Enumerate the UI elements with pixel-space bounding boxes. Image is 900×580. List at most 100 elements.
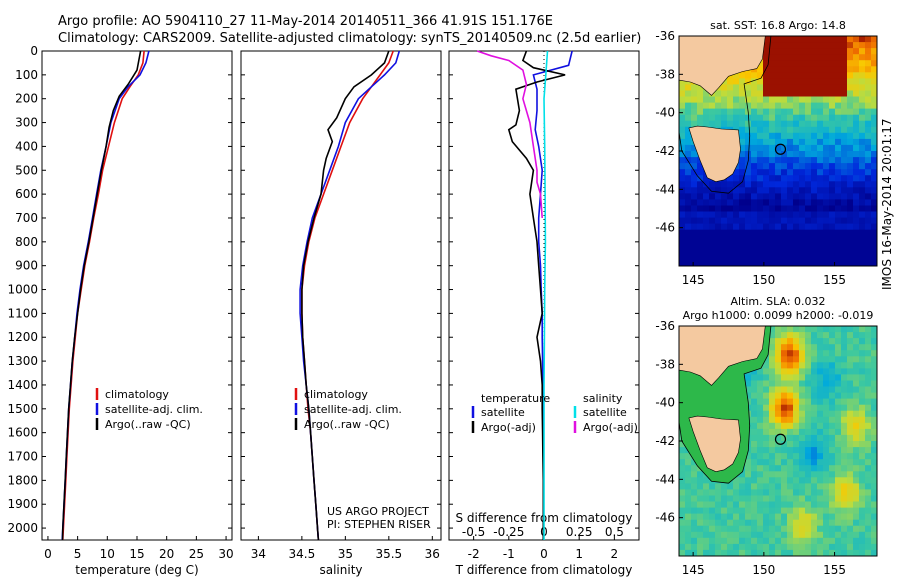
- sla-map-cell: [859, 447, 866, 454]
- sst-map-title: sat. SST: 16.8 Argo: 14.8: [710, 19, 846, 32]
- sla-map-cell: [835, 338, 842, 345]
- sla-map-cell: [865, 513, 872, 521]
- sst-map-cell: [745, 229, 752, 237]
- sst-map-cell: [805, 193, 812, 200]
- sst-map-cell: [763, 175, 770, 182]
- sla-map-cell: [817, 519, 824, 527]
- sla-map-cell: [871, 549, 878, 557]
- sla-map-cell: [757, 386, 764, 394]
- sst-map-cell: [685, 157, 692, 164]
- sla-map-cell: [811, 453, 818, 460]
- legend-label: Argo(-adj): [481, 421, 536, 434]
- sst-map-cell: [871, 151, 878, 158]
- sst-map-cell: [745, 253, 752, 261]
- sla-map-cell: [859, 513, 866, 521]
- sst-map-cell: [727, 193, 734, 200]
- sla-map-cell: [835, 368, 842, 375]
- sst-map-cell: [871, 120, 878, 128]
- sst-map-cell: [775, 66, 782, 73]
- sst-map-cell: [679, 90, 686, 98]
- sla-map-cell: [781, 489, 788, 496]
- sla-map-cell: [709, 495, 716, 503]
- sst-map-cell: [679, 151, 686, 158]
- sla-map-cell: [835, 416, 842, 424]
- sla-map-cell: [703, 519, 710, 527]
- sla-map-cell: [703, 477, 710, 484]
- sla-map-cell: [865, 392, 872, 400]
- sla-map-cell: [739, 531, 746, 539]
- sst-map-cell: [733, 259, 740, 267]
- sst-map-cell: [811, 84, 818, 91]
- sst-map-cell: [841, 96, 848, 104]
- map-xtick-label: 155: [823, 273, 846, 287]
- sst-map-cell: [823, 187, 830, 194]
- sst-map-cell: [739, 120, 746, 128]
- sst-map-cell: [829, 211, 836, 219]
- sst-map-cell: [691, 90, 698, 98]
- sla-map-cell: [871, 507, 878, 515]
- sst-map-cell: [745, 90, 752, 98]
- sla-map-cell: [763, 501, 770, 509]
- sst-map-cell: [775, 169, 782, 176]
- sla-map-cell: [775, 471, 782, 478]
- sla-map-cell: [751, 380, 758, 388]
- sst-map-cell: [739, 253, 746, 261]
- sst-map-cell: [793, 144, 800, 152]
- sla-map-cell: [847, 422, 854, 430]
- sla-map-cell: [853, 398, 860, 406]
- sla-map-cell: [697, 501, 704, 509]
- sst-map-cell: [871, 138, 878, 146]
- sla-map-cell: [793, 338, 800, 345]
- sla-map-cell: [823, 362, 830, 369]
- sst-map-cell: [823, 253, 830, 261]
- sst-map-cell: [793, 72, 800, 79]
- sst-map-cell: [775, 193, 782, 200]
- map-ytick-label: -36: [655, 319, 675, 333]
- sla-map-cell: [811, 416, 818, 424]
- sst-map-cell: [847, 48, 854, 55]
- sst-map-cell: [739, 235, 746, 243]
- sst-map-cell: [763, 36, 770, 43]
- sla-map-cell: [859, 368, 866, 375]
- sla-map-cell: [793, 386, 800, 394]
- sla-map-cell: [763, 489, 770, 496]
- sla-map-cell: [829, 404, 836, 412]
- sst-map-cell: [787, 60, 794, 67]
- sla-map-cell: [775, 356, 782, 363]
- sla-map-cell: [859, 471, 866, 478]
- sst-map-cell: [769, 157, 776, 164]
- sla-map-cell: [829, 471, 836, 478]
- sst-map-cell: [805, 175, 812, 182]
- sla-map-cell: [847, 519, 854, 527]
- sst-map-cell: [679, 193, 686, 200]
- sla-map-cell: [757, 441, 764, 448]
- sst-map-cell: [763, 96, 770, 104]
- sst-map-cell: [769, 108, 776, 116]
- sla-map-cell: [691, 525, 698, 533]
- map-ytick-label: -36: [655, 29, 675, 43]
- sst-map-cell: [811, 187, 818, 194]
- sst-map-cell: [799, 54, 806, 61]
- sst-map-cell: [829, 108, 836, 116]
- sla-map-cell: [847, 392, 854, 400]
- sla-map-cell: [775, 531, 782, 539]
- sst-map-cell: [697, 96, 704, 104]
- sst-map-cell: [835, 72, 842, 79]
- salinity-xtick-label: 35: [338, 547, 353, 561]
- sla-map-cell: [787, 362, 794, 369]
- sst-map-cell: [781, 241, 788, 249]
- sla-map-cell: [859, 525, 866, 533]
- sla-map-cell: [745, 543, 752, 551]
- sst-map-cell: [871, 211, 878, 219]
- sla-map-cell: [817, 410, 824, 418]
- sla-map-cell: [805, 543, 812, 551]
- sst-map-cell: [769, 96, 776, 104]
- sst-map-cell: [751, 96, 758, 104]
- sla-map-cell: [763, 519, 770, 527]
- sst-map-cell: [793, 247, 800, 255]
- sla-map-cell: [847, 465, 854, 472]
- difference-xtick-label: -2: [468, 547, 480, 561]
- sla-map-cell: [727, 507, 734, 515]
- depth-tick-label: 1600: [7, 426, 38, 440]
- sla-map-cell: [829, 465, 836, 472]
